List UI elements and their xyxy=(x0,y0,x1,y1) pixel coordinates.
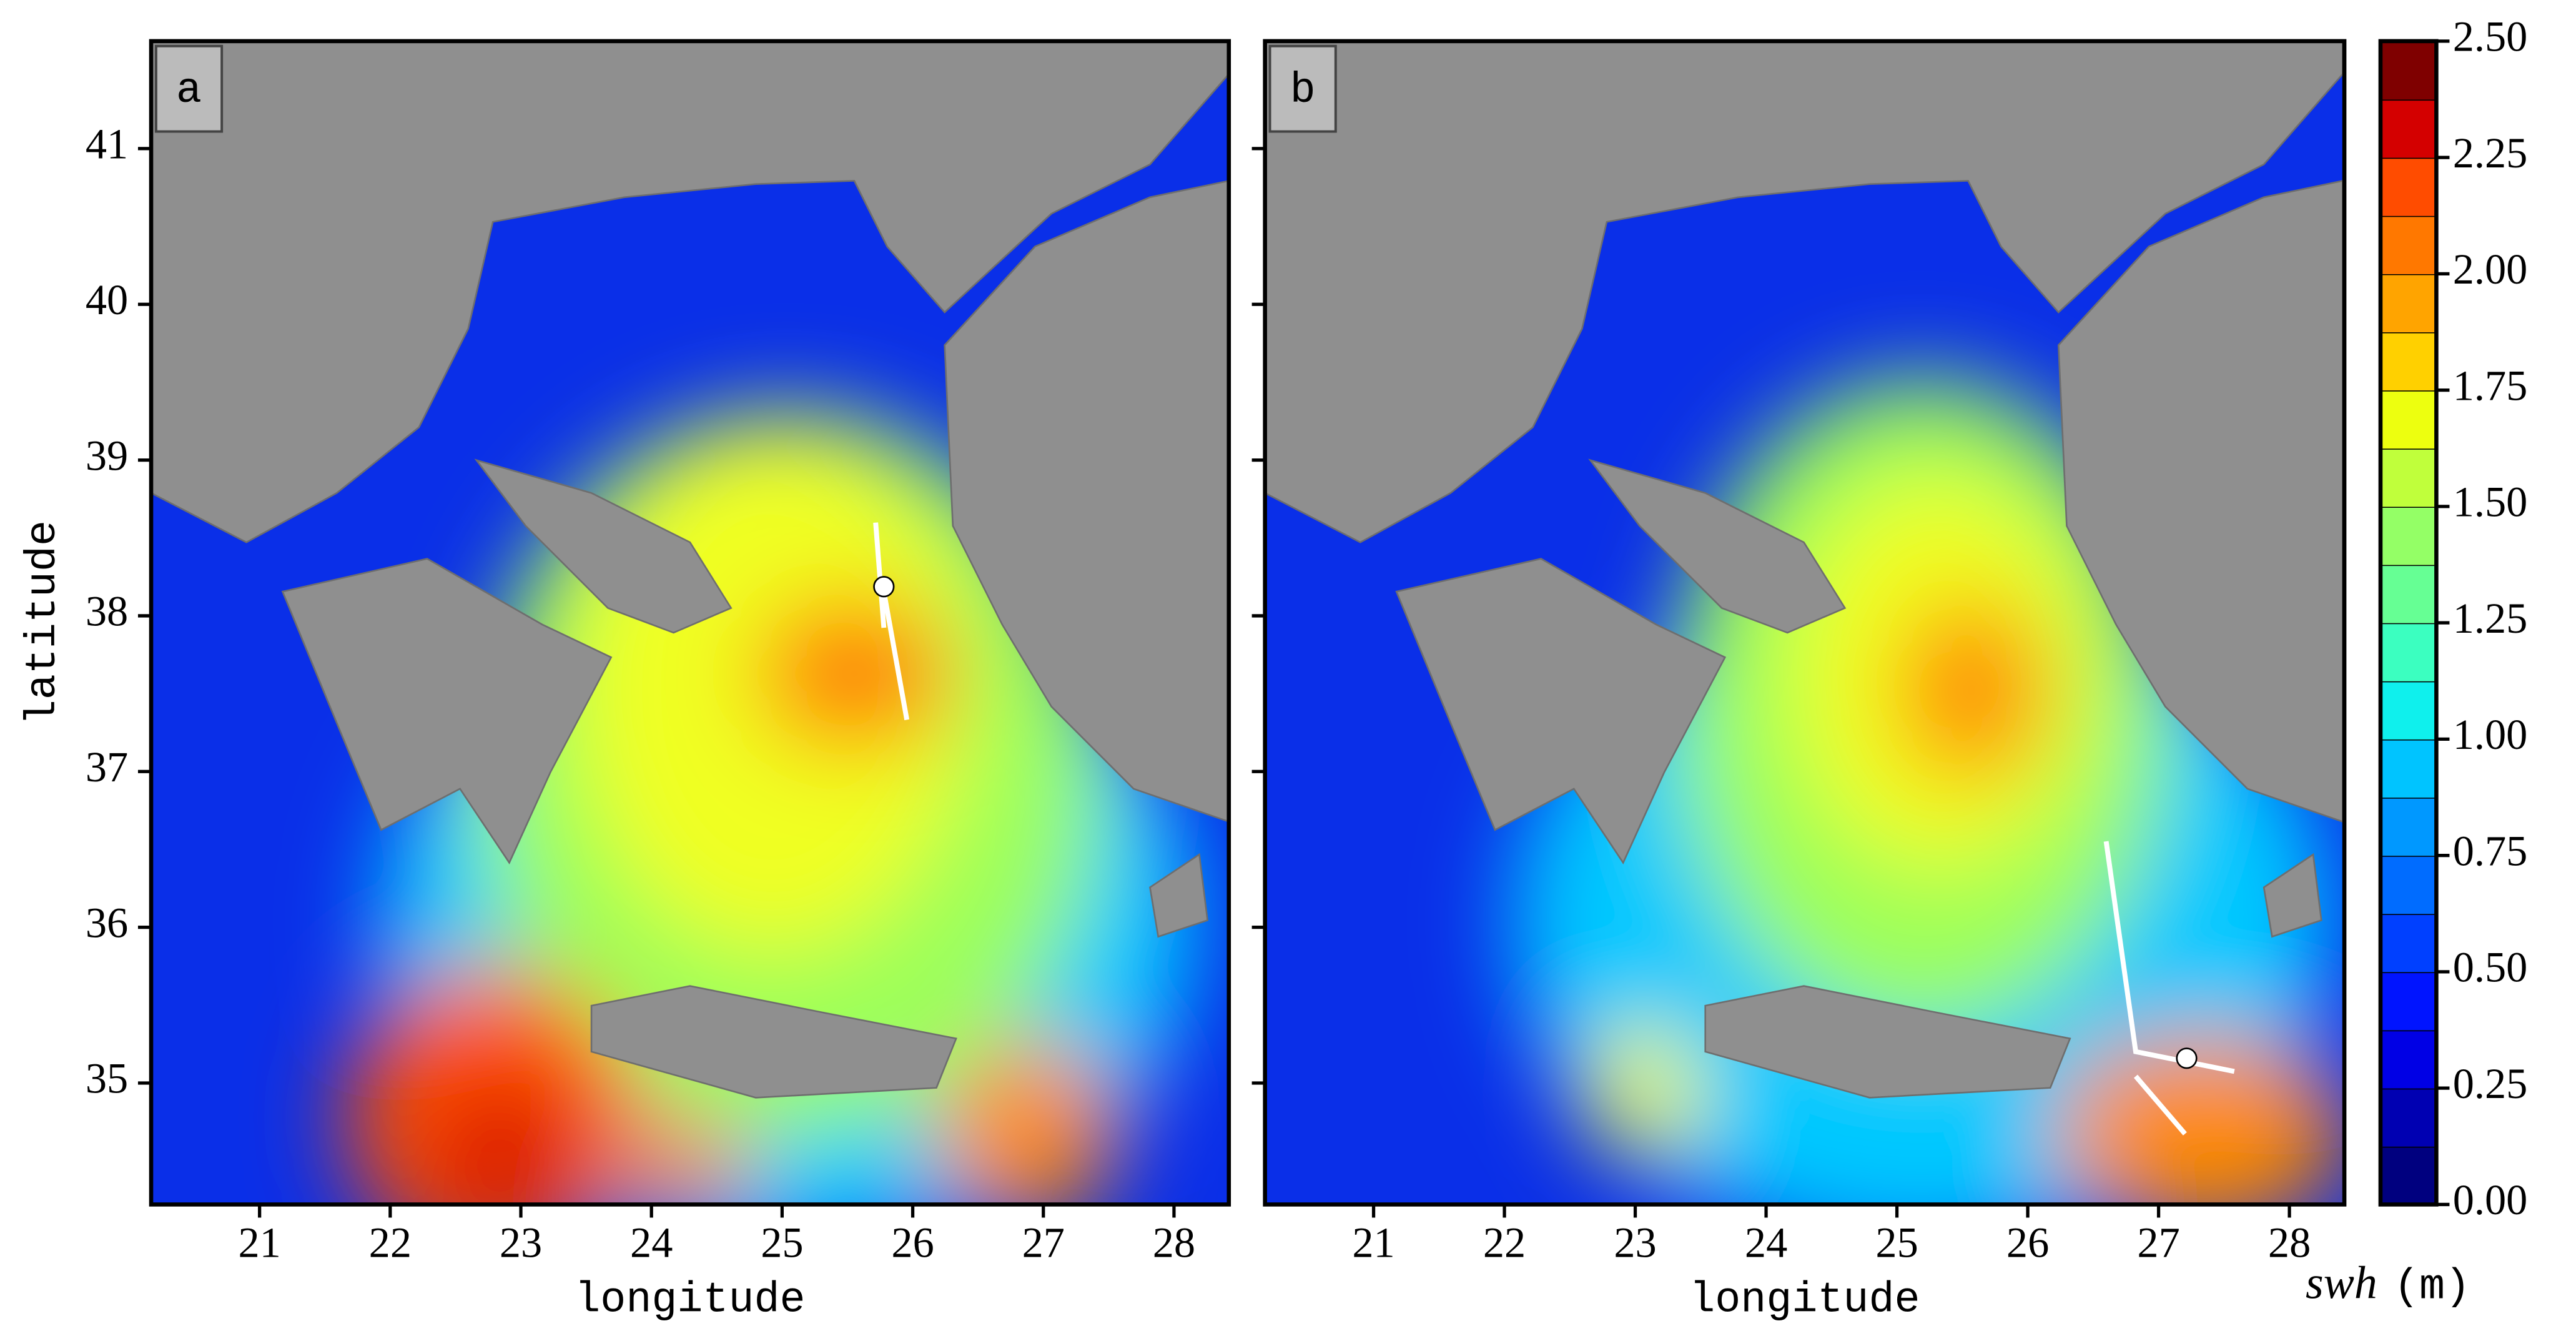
colorbar-tick-label: 0.50 xyxy=(2453,944,2528,991)
x-tick-label: 23 xyxy=(1614,1219,1656,1267)
colorbar-band xyxy=(2380,273,2437,334)
map-b xyxy=(1265,41,2345,1205)
panel-frame xyxy=(1263,39,2347,1207)
x-tick-label: 22 xyxy=(369,1219,412,1267)
colorbar-band xyxy=(2380,738,2437,799)
colorbar-tick-label: 0.75 xyxy=(2453,827,2528,874)
colorbar-tick-label: 0.00 xyxy=(2453,1176,2528,1224)
panel-letter-box xyxy=(154,44,224,133)
panel-letter: b xyxy=(1290,66,1316,115)
x-tick-label: 25 xyxy=(761,1219,803,1267)
x-tick-label: 21 xyxy=(238,1219,280,1267)
colorbar-tick-label: 0.25 xyxy=(2453,1060,2528,1107)
x-tick-label: 25 xyxy=(1875,1219,1918,1267)
colorbar-tick-label: 2.50 xyxy=(2453,13,2528,61)
panel-letter-box xyxy=(1268,44,1337,133)
x-tick-label: 23 xyxy=(500,1219,542,1267)
colorbar-tick-label: 1.50 xyxy=(2453,478,2528,526)
colorbar-tick-label: 1.00 xyxy=(2453,711,2528,758)
colorbar-tick-label: 2.00 xyxy=(2453,245,2528,293)
colorbar-band xyxy=(2380,1029,2437,1090)
storm-center xyxy=(2176,1047,2198,1069)
storm-track xyxy=(2103,841,2235,1136)
y-tick-label: 38 xyxy=(86,588,128,635)
y-tick-label: 41 xyxy=(86,121,128,168)
colorbar-tick-label: 1.25 xyxy=(2453,595,2528,642)
y-tick-label: 39 xyxy=(86,432,128,479)
x-tick-label: 24 xyxy=(630,1219,673,1267)
y-tick-label: 40 xyxy=(86,276,128,324)
y-tick-label: 36 xyxy=(86,899,128,946)
colorbar-band xyxy=(2380,447,2437,508)
y-tick-label: 35 xyxy=(86,1055,128,1102)
colorbar-band xyxy=(2380,796,2437,857)
colorbar-label: swh xyxy=(2306,1257,2377,1308)
colorbar-band xyxy=(2380,1145,2437,1206)
colorbar-band xyxy=(2380,331,2437,392)
x-axis-label: longitude xyxy=(1689,1275,1920,1324)
x-tick-label: 27 xyxy=(1022,1219,1065,1267)
x-tick-label: 21 xyxy=(1352,1219,1394,1267)
colorbar-band xyxy=(2380,389,2437,450)
colorbar-band xyxy=(2380,564,2437,625)
x-tick-label: 26 xyxy=(891,1219,934,1267)
colorbar-tick-label: 2.25 xyxy=(2453,129,2528,177)
panel-frame xyxy=(149,39,1231,1207)
colorbar-tick-label: 1.75 xyxy=(2453,362,2528,409)
x-tick-label: 22 xyxy=(1483,1219,1526,1267)
x-tick-label: 28 xyxy=(1153,1219,1195,1267)
colorbar-band xyxy=(2380,506,2437,567)
y-axis-label: latitude xyxy=(19,520,67,725)
storm-center xyxy=(873,576,895,598)
colorbar-band xyxy=(2380,913,2437,974)
colorbar-band xyxy=(2380,622,2437,683)
colorbar-band xyxy=(2380,971,2437,1032)
colorbar-band xyxy=(2380,157,2437,217)
x-axis-label: longitude xyxy=(575,1275,805,1324)
colorbar-band xyxy=(2380,1087,2437,1148)
x-tick-label: 26 xyxy=(2006,1219,2049,1267)
colorbar-unit: (m) xyxy=(2394,1262,2470,1311)
colorbar-band xyxy=(2380,680,2437,741)
colorbar-band xyxy=(2380,41,2437,101)
storm-track xyxy=(873,522,910,721)
map-a xyxy=(151,41,1229,1205)
y-tick-label: 37 xyxy=(86,743,128,791)
x-tick-label: 27 xyxy=(2137,1219,2179,1267)
x-tick-label: 28 xyxy=(2268,1219,2311,1267)
panel-letter: a xyxy=(176,66,202,115)
x-tick-label: 24 xyxy=(1745,1219,1787,1267)
colorbar-band xyxy=(2380,215,2437,275)
colorbar-band xyxy=(2380,854,2437,915)
colorbar-band xyxy=(2380,99,2437,159)
